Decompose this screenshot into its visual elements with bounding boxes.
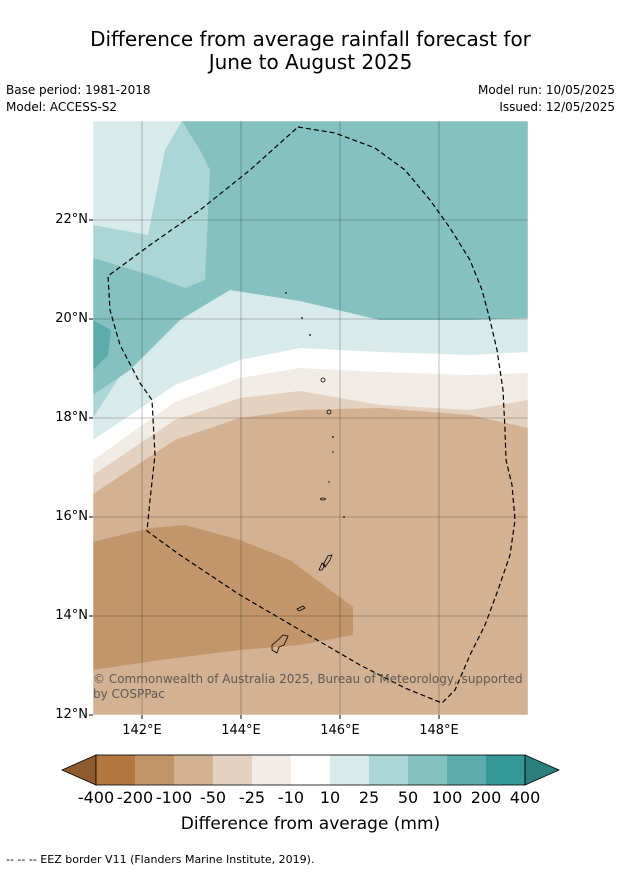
band-minus-100 bbox=[93, 525, 353, 670]
y-tick-label: 22°N bbox=[55, 212, 88, 227]
title-line-1: Difference from average rainfall forecas… bbox=[90, 27, 531, 51]
issued-date: Issued: 12/05/2025 bbox=[499, 100, 615, 114]
colorbar-swatch bbox=[135, 755, 174, 785]
colorbar-swatch bbox=[447, 755, 486, 785]
colorbar-swatch bbox=[408, 755, 447, 785]
y-tick-label: 20°N bbox=[55, 311, 88, 326]
x-tick-label: 144°E bbox=[221, 723, 261, 738]
colorbar-swatch bbox=[330, 755, 369, 785]
colorbar-swatch bbox=[369, 755, 408, 785]
x-tick-label: 142°E bbox=[122, 723, 162, 738]
colorbar-outline bbox=[95, 754, 526, 786]
copyright-notice: © Commonwealth of Australia 2025, Bureau… bbox=[93, 672, 523, 702]
colorbar-label: 100 bbox=[431, 788, 463, 807]
colorbar-label: -100 bbox=[155, 788, 193, 807]
graticule bbox=[93, 121, 528, 715]
y-tick-label: 18°N bbox=[55, 410, 88, 425]
model-run: Model run: 10/05/2025 bbox=[477, 83, 615, 97]
x-tick-label: 146°E bbox=[320, 723, 360, 738]
x-tick-label: 148°E bbox=[419, 723, 459, 738]
band-plus-100 bbox=[93, 121, 528, 395]
band-plus-200 bbox=[93, 320, 111, 370]
colorbar-label: -400 bbox=[77, 788, 115, 807]
rainfall-map bbox=[93, 121, 528, 715]
footer-note: -- -- -- EEZ border V11 (Flanders Marine… bbox=[6, 853, 315, 866]
colorbar-label: 25 bbox=[358, 788, 380, 807]
colorbar-label: 200 bbox=[470, 788, 502, 807]
y-tick-label: 12°N bbox=[55, 707, 88, 722]
colorbar-label: 400 bbox=[509, 788, 541, 807]
colorbar-swatch bbox=[213, 755, 252, 785]
colorbar bbox=[61, 754, 560, 786]
eez-border bbox=[107, 126, 516, 704]
colorbar-swatch bbox=[291, 755, 330, 785]
model-name: Model: ACCESS-S2 bbox=[6, 100, 118, 114]
map-title: Difference from average rainfall forecas… bbox=[0, 28, 621, 74]
meta-right: Model run: 10/05/2025 Issued: 12/05/2025 bbox=[478, 82, 615, 116]
colorbar-swatch bbox=[96, 755, 135, 785]
base-period: Base period: 1981-2018 bbox=[6, 83, 151, 97]
y-tick-label: 14°N bbox=[55, 608, 88, 623]
colorbar-title: Difference from average (mm) bbox=[180, 814, 441, 834]
colorbar-swatch bbox=[252, 755, 291, 785]
y-tick-label: 16°N bbox=[55, 509, 88, 524]
colorbar-swatch bbox=[174, 755, 213, 785]
copyright-line-1: © Commonwealth of Australia 2025, Bureau… bbox=[93, 672, 523, 686]
colorbar-label: -25 bbox=[238, 788, 266, 807]
small-islets bbox=[285, 292, 345, 518]
colorbar-arrow-low bbox=[61, 754, 97, 786]
islands bbox=[271, 377, 333, 654]
axis-ticks bbox=[89, 219, 440, 719]
colorbar-label: 50 bbox=[397, 788, 419, 807]
copyright-line-2: by COSPPac bbox=[93, 687, 165, 701]
colorbar-label: 10 bbox=[319, 788, 341, 807]
colorbar-arrow-high bbox=[524, 754, 560, 786]
colorbar-swatch bbox=[486, 755, 525, 785]
colorbar-label: -10 bbox=[277, 788, 305, 807]
meta-left: Base period: 1981-2018 Model: ACCESS-S2 bbox=[6, 82, 151, 116]
title-line-2: June to August 2025 bbox=[208, 50, 413, 74]
colorbar-label: -200 bbox=[116, 788, 154, 807]
colorbar-label: -50 bbox=[199, 788, 227, 807]
band-plus-25-north bbox=[93, 121, 182, 235]
